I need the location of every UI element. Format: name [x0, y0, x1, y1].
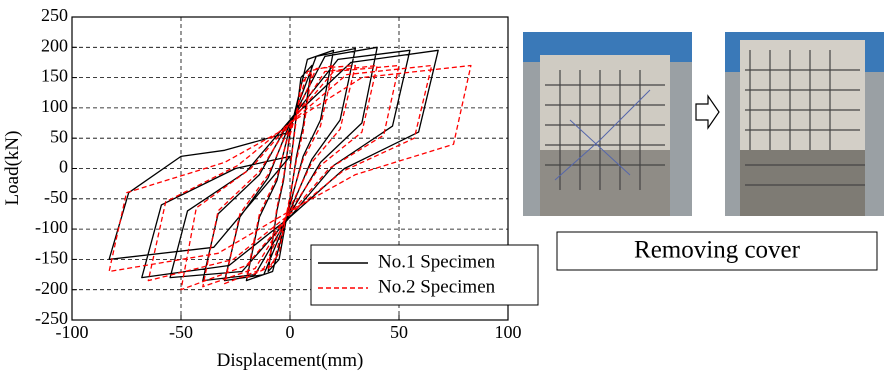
- x-tick-label: 100: [495, 322, 522, 342]
- series-line: [108, 64, 472, 291]
- caption-box: Removing cover: [556, 231, 878, 271]
- y-tick-label: 50: [50, 126, 68, 146]
- x-axis-label: Displacement(mm): [217, 350, 364, 371]
- y-tick-label: -200: [35, 278, 68, 298]
- legend-label: No.2 Specimen: [378, 276, 496, 297]
- y-tick-label: -150: [35, 248, 68, 268]
- x-tick-label: 50: [390, 322, 408, 342]
- x-tick-label: -100: [56, 322, 89, 342]
- y-tick-label: -100: [35, 217, 68, 237]
- arrow: [695, 94, 720, 130]
- y-tick-label: -250: [35, 308, 68, 328]
- legend-label: No.1 Specimen: [378, 251, 496, 272]
- y-tick-label: 0: [59, 157, 68, 177]
- x-tick-label: -50: [169, 322, 193, 342]
- y-tick-label: -50: [44, 187, 68, 207]
- x-tick-label: 0: [286, 322, 295, 342]
- photo-before: [523, 32, 692, 216]
- y-tick-label: 250: [41, 5, 68, 25]
- series-line: [108, 46, 439, 282]
- legend: No.1 Specimen No.2 Specimen: [310, 244, 539, 306]
- y-tick-label: 100: [41, 96, 68, 116]
- photo-after: [725, 32, 884, 216]
- plot-frame: [71, 16, 509, 321]
- y-tick-label: 200: [41, 35, 68, 55]
- y-axis-label: Load(kN): [2, 131, 23, 206]
- caption: Removing cover: [634, 237, 801, 264]
- y-tick-label: 150: [41, 66, 68, 86]
- legend-box: [310, 244, 539, 306]
